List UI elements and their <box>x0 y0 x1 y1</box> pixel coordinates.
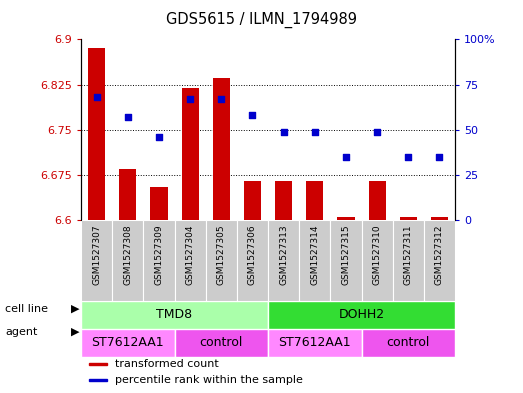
Text: GSM1527304: GSM1527304 <box>186 224 195 285</box>
Point <box>93 94 101 100</box>
Bar <box>299 220 331 301</box>
Text: GSM1527309: GSM1527309 <box>154 224 164 285</box>
Bar <box>424 220 455 301</box>
Bar <box>268 329 361 357</box>
Text: ▶: ▶ <box>71 303 79 314</box>
Point <box>342 154 350 160</box>
Text: cell line: cell line <box>5 303 48 314</box>
Bar <box>88 363 107 365</box>
Text: TMD8: TMD8 <box>156 308 192 321</box>
Bar <box>81 220 112 301</box>
Text: GSM1527314: GSM1527314 <box>310 224 319 285</box>
Bar <box>175 220 206 301</box>
Bar <box>88 379 107 381</box>
Text: GSM1527307: GSM1527307 <box>92 224 101 285</box>
Text: control: control <box>386 336 430 349</box>
Text: GSM1527313: GSM1527313 <box>279 224 288 285</box>
Point <box>279 129 288 135</box>
Bar <box>244 181 261 220</box>
Bar <box>88 48 105 220</box>
Bar <box>268 301 455 329</box>
Text: GDS5615 / ILMN_1794989: GDS5615 / ILMN_1794989 <box>166 11 357 28</box>
Text: percentile rank within the sample: percentile rank within the sample <box>115 375 303 385</box>
Point <box>311 129 319 135</box>
Bar <box>331 220 361 301</box>
Bar <box>306 181 323 220</box>
Text: transformed count: transformed count <box>115 359 219 369</box>
Bar <box>275 181 292 220</box>
Text: GSM1527308: GSM1527308 <box>123 224 132 285</box>
Bar <box>181 88 199 220</box>
Text: GSM1527310: GSM1527310 <box>372 224 382 285</box>
Bar <box>213 79 230 220</box>
Bar <box>151 187 167 220</box>
Bar <box>206 220 237 301</box>
Bar <box>268 220 299 301</box>
Bar <box>393 220 424 301</box>
Bar <box>81 301 268 329</box>
Bar <box>431 217 448 220</box>
Bar <box>361 329 455 357</box>
Point <box>217 96 225 102</box>
Point <box>248 112 257 118</box>
Bar <box>112 220 143 301</box>
Text: GSM1527315: GSM1527315 <box>342 224 350 285</box>
Bar <box>369 181 385 220</box>
Text: agent: agent <box>5 327 38 337</box>
Text: control: control <box>200 336 243 349</box>
Text: GSM1527312: GSM1527312 <box>435 224 444 285</box>
Text: GSM1527311: GSM1527311 <box>404 224 413 285</box>
Bar <box>175 329 268 357</box>
Text: ST7612AA1: ST7612AA1 <box>92 336 164 349</box>
Bar <box>143 220 175 301</box>
Bar <box>400 217 417 220</box>
Text: ST7612AA1: ST7612AA1 <box>278 336 351 349</box>
Point <box>373 129 381 135</box>
Point <box>186 96 195 102</box>
Text: GSM1527305: GSM1527305 <box>217 224 226 285</box>
Text: DOHH2: DOHH2 <box>338 308 384 321</box>
Text: ▶: ▶ <box>71 327 79 337</box>
Bar <box>119 169 137 220</box>
Bar <box>81 329 175 357</box>
Bar <box>337 217 355 220</box>
Point <box>155 134 163 140</box>
Point <box>404 154 413 160</box>
Point <box>435 154 444 160</box>
Text: GSM1527306: GSM1527306 <box>248 224 257 285</box>
Bar <box>361 220 393 301</box>
Point <box>123 114 132 120</box>
Bar <box>237 220 268 301</box>
